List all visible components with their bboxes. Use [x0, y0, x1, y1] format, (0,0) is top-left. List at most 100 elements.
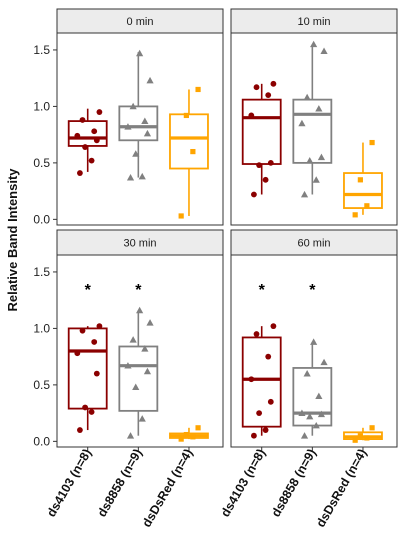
- data-point: [141, 345, 149, 352]
- facet-strip-label: 30 min: [123, 238, 156, 250]
- box-iqr: [169, 113, 209, 170]
- data-point: [126, 173, 135, 181]
- data-point: [364, 203, 370, 209]
- data-point: [82, 144, 89, 150]
- data-point: [364, 435, 370, 441]
- facet-strip: [230, 229, 398, 256]
- data-point: [88, 409, 95, 415]
- data-point: [312, 421, 320, 429]
- data-point: [265, 92, 272, 99]
- data-point: [183, 112, 189, 119]
- significance-marker: *: [135, 282, 142, 299]
- data-point: [303, 369, 311, 377]
- box-iqr: [292, 98, 333, 164]
- facet-strip: [230, 8, 398, 34]
- data-point: [306, 157, 314, 164]
- facet-strip-label: 10 min: [297, 16, 330, 28]
- data-point: [183, 431, 189, 438]
- x-category-label: ds4103 (n=8): [44, 447, 94, 520]
- facet-panel: 10 min: [230, 8, 398, 226]
- data-point: [79, 117, 86, 123]
- x-category-label: ds4103 (n=8): [218, 447, 268, 520]
- y-axis-title: Relative Band Intensity: [5, 168, 20, 312]
- data-point: [256, 162, 263, 169]
- y-tick-label: 0.0: [33, 434, 50, 448]
- data-point: [300, 432, 309, 439]
- data-point: [136, 49, 144, 57]
- data-point: [190, 148, 196, 155]
- box-iqr: [118, 105, 159, 142]
- data-point: [96, 109, 103, 115]
- data-point: [178, 436, 184, 442]
- data-point: [77, 427, 83, 433]
- box-ds8858: *: [292, 282, 333, 439]
- data-point: [253, 84, 260, 91]
- facet-strip-label: 0 min: [127, 16, 154, 28]
- data-point: [357, 177, 363, 183]
- facet-strip-label: 60 min: [297, 238, 330, 250]
- data-point: [88, 157, 95, 164]
- data-point: [251, 191, 257, 198]
- data-point: [129, 102, 137, 110]
- x-category-label: dsDsRed (n=4): [314, 447, 370, 530]
- data-point: [310, 40, 318, 48]
- data-point: [298, 409, 306, 416]
- y-tick-label: 0.5: [33, 378, 50, 392]
- data-point: [126, 432, 135, 439]
- data-point: [138, 415, 146, 422]
- data-point: [91, 339, 98, 345]
- facet-panel: 30 min 0.0 0.5 1.0 1.5 * *: [33, 229, 224, 451]
- box-ds4103: *: [241, 282, 282, 439]
- data-point: [270, 80, 277, 87]
- y-tick-label: 0.0: [33, 212, 50, 226]
- data-point: [369, 139, 375, 146]
- data-point: [300, 190, 309, 198]
- data-point: [124, 123, 132, 130]
- box-iqr: [343, 172, 383, 209]
- data-point: [306, 412, 314, 420]
- y-tick-label: 0.5: [33, 156, 50, 170]
- box-ds4103: [241, 80, 282, 198]
- data-point: [96, 323, 103, 330]
- data-point: [77, 170, 83, 176]
- data-point: [190, 434, 196, 440]
- x-category-label: dsDsRed (n=4): [140, 447, 196, 530]
- data-point: [136, 306, 144, 314]
- data-point: [262, 427, 269, 433]
- box-ds4103: *: [67, 282, 108, 433]
- data-point: [146, 76, 154, 84]
- box-iqr: [292, 367, 333, 427]
- facet-panel: 0 min 0.0 0.5 1.0 1.5: [33, 8, 224, 226]
- facet-strip: [56, 229, 224, 256]
- data-point: [317, 410, 326, 418]
- data-point: [253, 331, 260, 337]
- data-point: [267, 398, 274, 405]
- data-point: [93, 370, 100, 377]
- data-point: [79, 327, 86, 334]
- box-iqr: [67, 327, 108, 410]
- y-tick-label: 1.0: [33, 99, 50, 113]
- box-ds4103: [67, 108, 108, 176]
- data-point: [303, 93, 311, 101]
- data-point: [82, 404, 89, 411]
- panel-frame: [56, 254, 224, 448]
- panel-frame: [56, 32, 224, 226]
- data-point: [195, 425, 201, 431]
- data-point: [248, 112, 255, 119]
- data-point: [315, 105, 323, 112]
- data-point: [91, 128, 98, 135]
- y-tick-label: 1.5: [33, 43, 50, 57]
- y-tick-label: 1.5: [33, 265, 50, 279]
- data-point: [256, 410, 263, 417]
- box-dsDsRed: [169, 86, 209, 219]
- data-point: [74, 132, 81, 139]
- box-iqr: [241, 336, 282, 428]
- data-point: [352, 212, 358, 218]
- facet-strip: [56, 8, 224, 34]
- box-dsDsRed: [343, 139, 383, 218]
- data-point: [143, 129, 152, 137]
- data-point: [298, 119, 306, 127]
- data-point: [132, 383, 140, 391]
- data-point: [251, 432, 257, 439]
- facet-panels: 0 min 0.0 0.5 1.0 1.5 10 min 30 min 0.0 0.5 1.0 1.…: [33, 8, 398, 451]
